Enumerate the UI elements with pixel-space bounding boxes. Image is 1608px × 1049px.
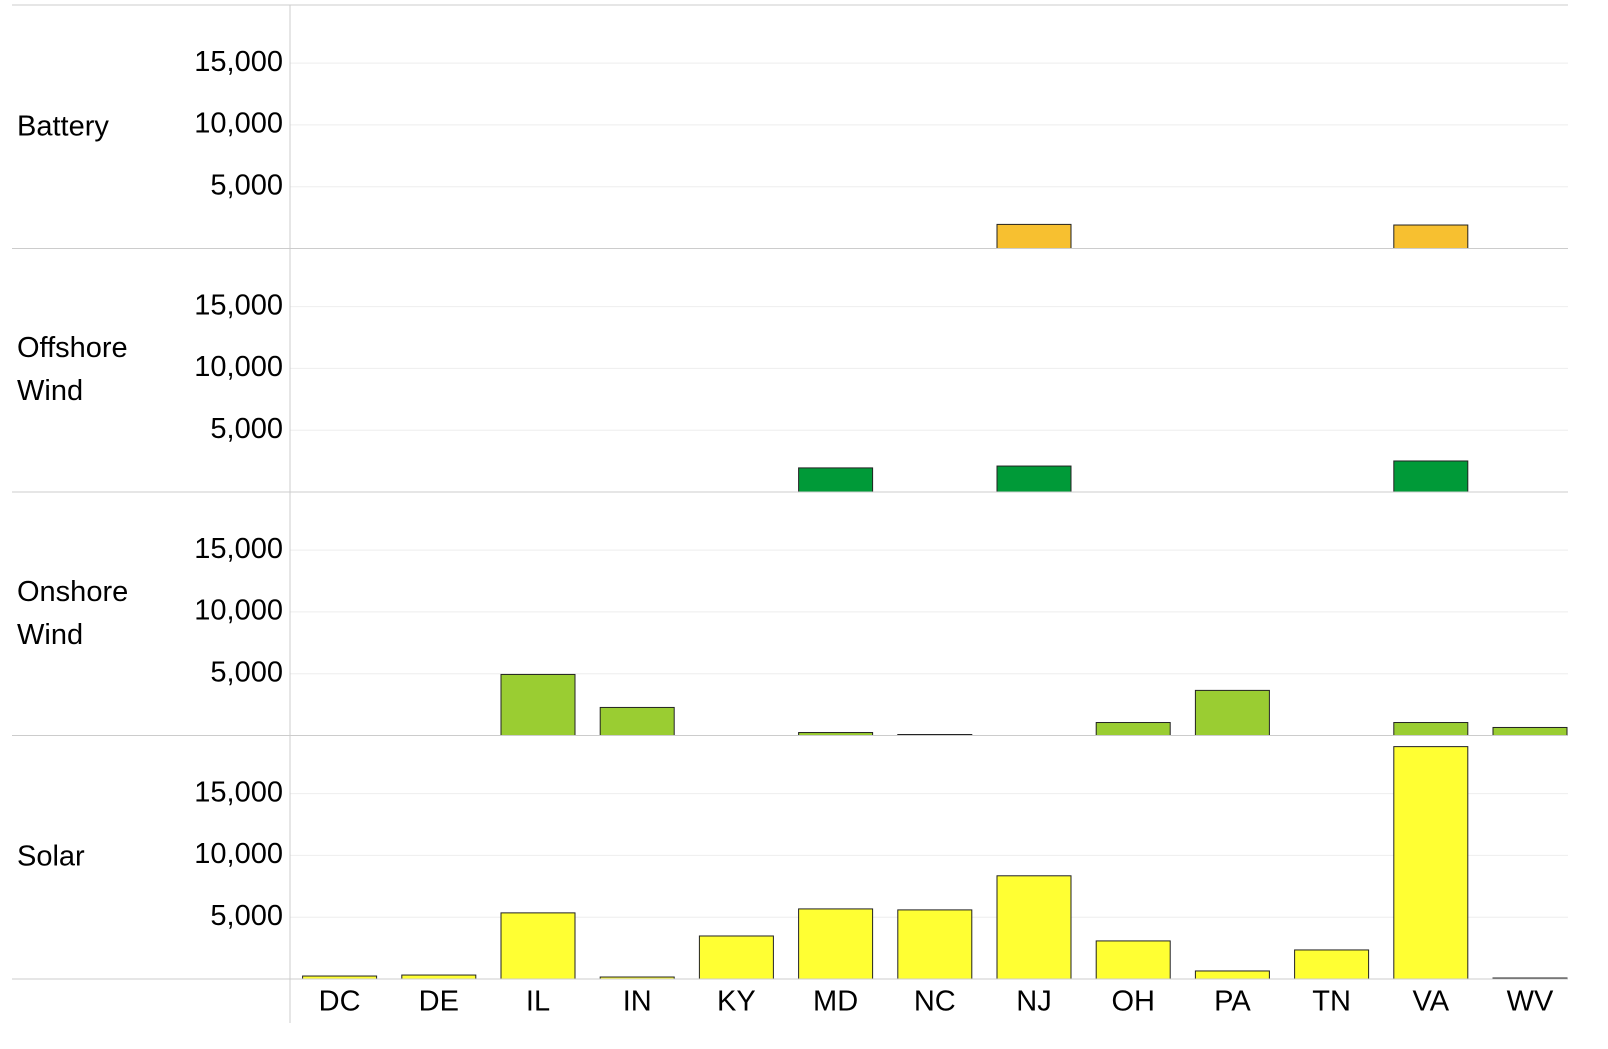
bar [698,935,774,980]
bar [1393,460,1469,493]
bar [1294,949,1370,980]
y-tick-label: 5,000 [210,413,283,445]
y-tick-label: 15,000 [194,46,283,78]
y-tick-label: 15,000 [194,289,283,321]
bar [1194,689,1270,737]
x-tick-label: VA [1413,986,1450,1018]
y-tick-label: 10,000 [194,595,283,627]
bar [798,908,874,980]
x-tick-label: DE [419,986,459,1018]
bar [996,875,1072,980]
row-label: Solar [17,840,85,873]
bar [996,223,1072,249]
bar [500,912,576,980]
y-tick-label: 15,000 [194,776,283,808]
bar [798,467,874,493]
row-label: Onshore Wind [17,575,129,651]
bar [1393,224,1469,249]
y-tick-label: 10,000 [194,838,283,870]
x-tick-label: MD [813,986,858,1018]
bar [897,909,973,980]
bar [1492,726,1568,737]
bar [1393,746,1469,980]
x-tick-label: WV [1507,986,1554,1018]
y-tick-label: 5,000 [210,169,283,201]
x-tick-label: IL [526,986,550,1018]
x-tick-label: TN [1312,986,1351,1018]
y-tick-label: 10,000 [194,108,283,140]
x-tick-label: KY [717,986,756,1018]
bar [500,673,576,736]
y-tick-label: 10,000 [194,351,283,383]
y-tick-label: 5,000 [210,900,283,932]
bar [1194,970,1270,980]
bar [599,706,675,737]
row-label: Offshore Wind [17,332,128,408]
x-tick-label: DC [319,986,361,1018]
bar [1095,940,1171,980]
y-tick-label: 15,000 [194,533,283,565]
x-tick-label: IN [623,986,652,1018]
bar [1393,722,1469,736]
row-label: Battery [17,110,109,143]
x-tick-label: NC [914,986,956,1018]
y-tick-label: 5,000 [210,656,283,688]
x-tick-label: NJ [1016,986,1051,1018]
x-tick-label: OH [1111,986,1155,1018]
x-tick-label: PA [1214,986,1251,1018]
bar [996,465,1072,493]
bar [1095,722,1171,736]
bar [401,974,477,980]
